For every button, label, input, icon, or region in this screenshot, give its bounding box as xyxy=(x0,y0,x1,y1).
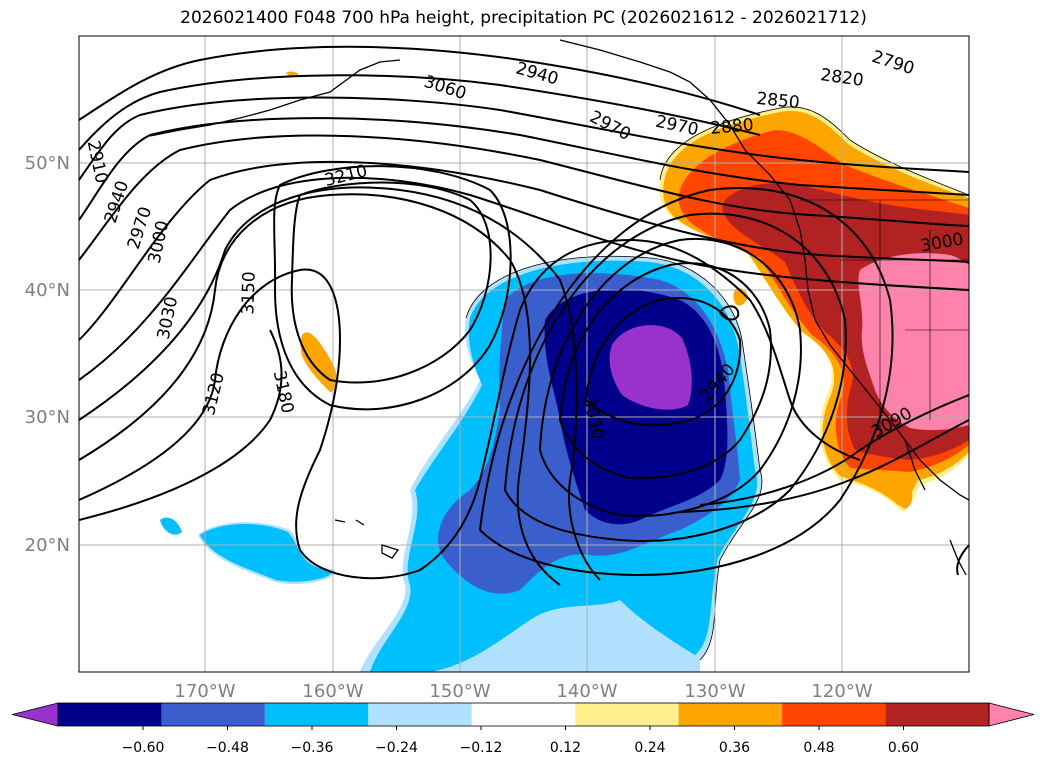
political-boundaries xyxy=(800,199,969,440)
coastline-baja xyxy=(904,439,926,491)
colorbar-segment xyxy=(58,703,162,726)
colorbar-tick-label: 0.48 xyxy=(803,740,834,756)
contour-line xyxy=(718,305,740,321)
colorbar-tick-label: 0.36 xyxy=(719,740,750,756)
coastline-north-america-west xyxy=(744,149,969,501)
coastlines xyxy=(149,39,969,576)
contour-line xyxy=(79,186,601,581)
colorbar-tick-label: −0.12 xyxy=(460,740,503,756)
contour-line xyxy=(79,134,969,261)
contour-line xyxy=(679,419,969,513)
latitude-tick-label: 50°N xyxy=(25,153,70,174)
border-state-lines xyxy=(840,200,969,440)
anomaly-fill-pink xyxy=(858,253,969,431)
latitude-tick-label: 40°N xyxy=(25,280,70,301)
longitude-tick-label: 140°W xyxy=(556,681,617,702)
contour-line xyxy=(558,262,772,480)
longitude-tick-labels: 170°W 160°W 150°W 140°W 130°W 120°W xyxy=(174,681,872,702)
colorbar-tick-label: −0.60 xyxy=(122,740,165,756)
longitude-tick-label: 120°W xyxy=(811,681,872,702)
anomaly-fill-orange-pocket-b xyxy=(733,288,748,306)
colorbar-segment xyxy=(471,703,576,726)
colorbar-tick-label: 0.12 xyxy=(550,740,581,756)
map-gridlines xyxy=(79,36,969,672)
height-contours xyxy=(79,45,969,586)
colorbar-tick-label: −0.24 xyxy=(375,740,418,756)
colorbar-tick-label: 0.60 xyxy=(888,740,919,756)
colorbar-segment xyxy=(264,703,369,726)
longitude-tick-label: 130°W xyxy=(684,681,745,702)
map-frame xyxy=(78,35,970,673)
colorbar-tick-label: −0.48 xyxy=(206,740,249,756)
anomaly-fill-cyan-west xyxy=(200,524,333,582)
contour-line xyxy=(79,238,861,580)
colorbar-segment xyxy=(368,703,472,726)
anomaly-boundaries xyxy=(465,106,969,661)
colorbar-segment xyxy=(678,703,783,726)
latitude-tick-label: 20°N xyxy=(25,535,70,556)
positive-anomaly-region xyxy=(286,71,969,512)
anomaly-fill-orange-pocket-a xyxy=(300,332,338,392)
colorbar-segment xyxy=(885,703,989,726)
longitude-tick-label: 160°W xyxy=(302,681,363,702)
anomaly-fill-orange-pocket-d xyxy=(900,487,913,509)
contour-line xyxy=(538,237,802,517)
boundary-negative xyxy=(465,255,763,661)
coastline-aleutians xyxy=(149,59,401,137)
longitude-tick-label: 170°W xyxy=(174,681,235,702)
contour-line xyxy=(478,187,894,577)
contour-line xyxy=(79,160,969,341)
contour-line-closed-high xyxy=(290,181,492,384)
colorbar-frame xyxy=(57,702,990,727)
colorbar-segment xyxy=(575,703,679,726)
boundary-positive xyxy=(659,106,969,196)
contour-line xyxy=(79,96,969,181)
colorbar-extend-high xyxy=(988,702,1035,727)
contour-line xyxy=(503,212,847,542)
contour-line xyxy=(79,193,561,586)
map-title: 2026021400 F048 700 hPa height, precipit… xyxy=(180,8,867,28)
colorbar-segment xyxy=(161,703,265,726)
contour-line xyxy=(79,45,761,121)
longitude-tick-label: 150°W xyxy=(429,681,490,702)
contour-line xyxy=(79,329,283,521)
colorbar-segment xyxy=(782,703,886,726)
anomaly-fill-cyan-islet xyxy=(160,517,182,535)
contour-line xyxy=(79,74,761,151)
coastline-alaska-panhandle xyxy=(559,39,746,151)
colorbar-tick-labels: −0.60 −0.48 −0.36 −0.24 −0.12 0.12 0.24 0.36 0.4… xyxy=(122,726,919,756)
map-area xyxy=(79,36,969,672)
contour-line-closed-high-outer xyxy=(273,165,512,411)
latitude-tick-labels: 50°N 40°N 30°N 20°N xyxy=(25,153,70,556)
colorbar-tick-label: 0.24 xyxy=(634,740,665,756)
coastline-hawaii xyxy=(334,519,400,559)
contour-label: 3150 xyxy=(238,271,259,315)
colorbar xyxy=(11,702,1035,727)
coastline-mexico xyxy=(949,539,967,576)
latitude-tick-label: 30°N xyxy=(25,407,70,428)
contour-line xyxy=(956,544,969,576)
contour-line xyxy=(79,117,969,221)
contour-label: 2880 xyxy=(710,115,755,139)
contour-label: 2850 xyxy=(755,89,800,113)
colorbar-tick-label: −0.36 xyxy=(291,740,334,756)
contour-line xyxy=(79,176,969,381)
colorbar-extend-low xyxy=(11,702,59,727)
contour-line xyxy=(584,297,742,427)
anomaly-fill-purple xyxy=(609,325,692,410)
